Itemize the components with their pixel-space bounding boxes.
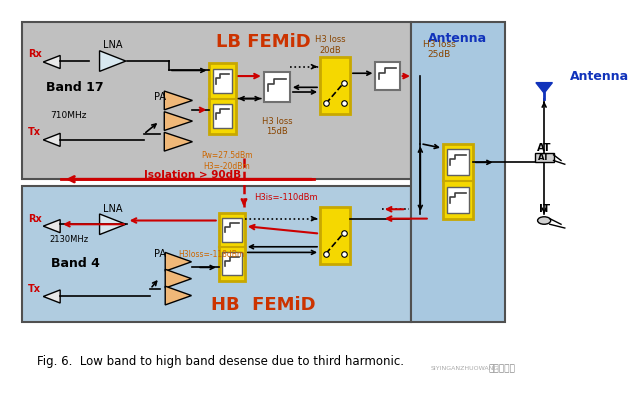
Bar: [213, 69, 232, 93]
Text: AT: AT: [538, 153, 550, 162]
Text: IT: IT: [539, 204, 549, 214]
Text: H3 loss
20dB: H3 loss 20dB: [315, 35, 346, 55]
Polygon shape: [165, 286, 191, 305]
Bar: [222, 218, 242, 242]
Polygon shape: [165, 252, 191, 271]
Bar: [218, 213, 245, 280]
Polygon shape: [165, 269, 191, 288]
Polygon shape: [43, 133, 60, 147]
Polygon shape: [43, 55, 60, 69]
Text: Pw=27.5dBm
H3=-20dBm: Pw=27.5dBm H3=-20dBm: [201, 151, 253, 171]
Polygon shape: [99, 51, 126, 71]
Polygon shape: [165, 112, 192, 130]
Polygon shape: [165, 132, 192, 151]
Bar: [320, 208, 350, 264]
Text: Tx: Tx: [28, 128, 41, 137]
Bar: [210, 63, 235, 134]
Bar: [443, 144, 473, 219]
Text: Band 4: Band 4: [51, 257, 99, 270]
Text: Tx: Tx: [28, 284, 41, 294]
Text: H3 loss
15dB: H3 loss 15dB: [261, 117, 292, 136]
Polygon shape: [536, 83, 553, 93]
Bar: [22, 22, 411, 179]
Bar: [447, 149, 469, 175]
Polygon shape: [99, 214, 126, 234]
Ellipse shape: [537, 217, 551, 224]
Bar: [264, 72, 290, 102]
Text: 思盈安卓网: 思盈安卓网: [489, 364, 515, 373]
Text: PA: PA: [154, 92, 166, 102]
Bar: [22, 186, 411, 322]
Text: Band 17: Band 17: [46, 81, 104, 94]
Bar: [320, 57, 350, 114]
Bar: [535, 153, 553, 162]
Text: 710MHz: 710MHz: [51, 111, 87, 120]
Text: 2130MHz: 2130MHz: [49, 235, 88, 244]
Text: AT: AT: [537, 143, 551, 153]
Text: PA: PA: [154, 249, 166, 259]
Text: Rx: Rx: [28, 213, 42, 224]
Text: SIYINGANZHUOWANG: SIYINGANZHUOWANG: [430, 366, 499, 371]
Text: H3is=-110dBm: H3is=-110dBm: [254, 192, 318, 202]
Text: Fig. 6.  Low band to high band desense due to third harmonic.: Fig. 6. Low band to high band desense du…: [37, 355, 404, 368]
Bar: [375, 62, 399, 90]
Text: Antenna: Antenna: [570, 70, 630, 82]
Text: Antenna: Antenna: [429, 32, 487, 45]
Bar: [222, 252, 242, 276]
Bar: [213, 104, 232, 128]
Text: H3loss=-118dBm: H3loss=-118dBm: [178, 250, 244, 259]
Text: Isolation > 90dB: Isolation > 90dB: [144, 169, 241, 179]
Text: LNA: LNA: [103, 40, 122, 50]
Text: LNA: LNA: [103, 204, 122, 214]
Bar: [447, 187, 469, 213]
Polygon shape: [43, 219, 60, 233]
Bar: [411, 22, 505, 322]
Text: H3 loss
25dB: H3 loss 25dB: [423, 40, 456, 59]
Polygon shape: [165, 91, 192, 110]
Polygon shape: [43, 290, 60, 303]
Text: LB FEMiD: LB FEMiD: [216, 33, 310, 51]
Text: Rx: Rx: [28, 50, 42, 59]
Text: HB  FEMiD: HB FEMiD: [211, 296, 315, 314]
